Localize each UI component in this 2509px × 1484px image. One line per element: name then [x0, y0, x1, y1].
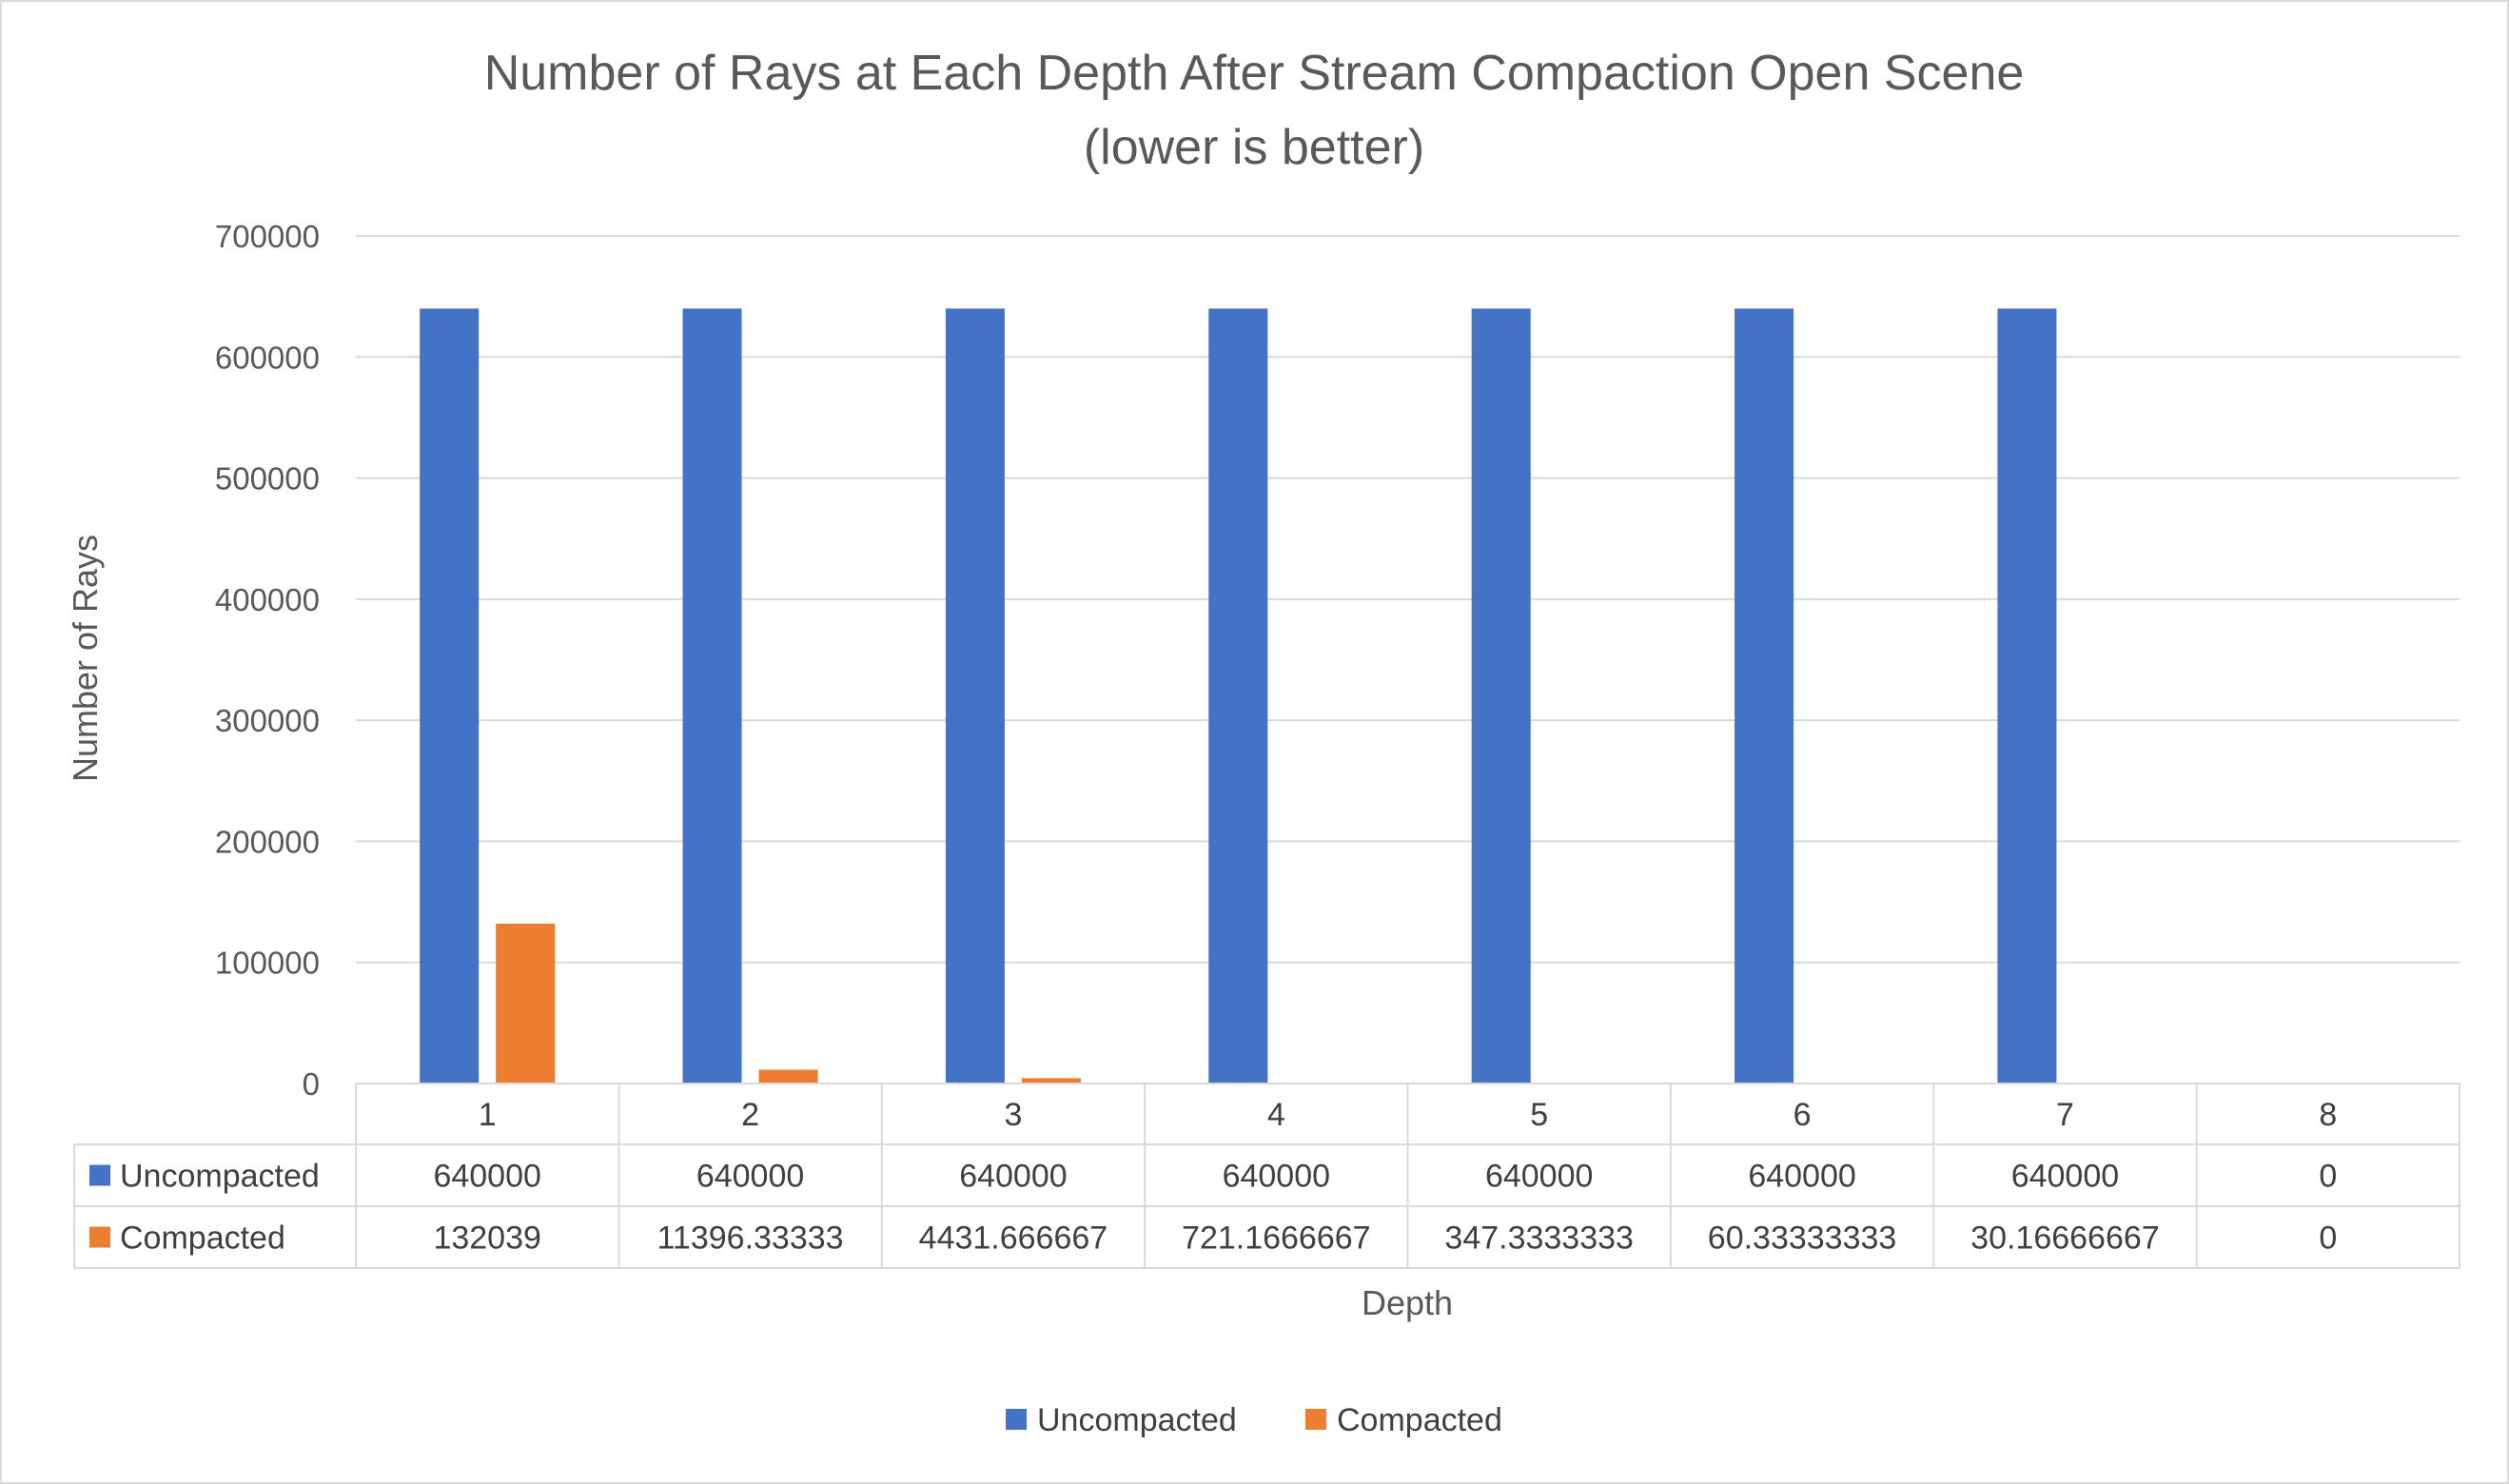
data-label: 132039 — [433, 1220, 540, 1257]
bars — [420, 308, 2133, 1084]
data-table: 1 2 3 4 5 6 7 8 Uncompacted 640000 640000 640000 640… — [73, 1083, 2460, 1269]
data-label: 640000 — [2011, 1159, 2119, 1195]
bar-compacted-2 — [758, 1069, 818, 1084]
y-axis-ticks: 0 100000 200000 300000 400000 500000 600000 700… — [215, 219, 320, 1102]
bar-uncompacted-3 — [945, 308, 1005, 1084]
data-label: 11396.33333 — [657, 1220, 844, 1257]
bar-uncompacted-6 — [1735, 308, 1794, 1084]
data-label: 0 — [2319, 1159, 2337, 1195]
legend-key-uncompacted — [1006, 1409, 1027, 1430]
bar-uncompacted-1 — [420, 308, 480, 1084]
table-legend-key-uncompacted — [89, 1164, 110, 1186]
y-tick-label: 400000 — [215, 582, 320, 617]
y-tick-label: 700000 — [215, 219, 320, 254]
bar-uncompacted-7 — [1997, 308, 2057, 1084]
x-category-label: 7 — [2056, 1097, 2074, 1133]
y-tick-label: 600000 — [215, 340, 320, 375]
x-category-label: 1 — [479, 1097, 497, 1133]
x-axis-title: Depth — [1362, 1283, 1453, 1322]
bar-uncompacted-5 — [1471, 308, 1531, 1084]
data-label: 640000 — [433, 1159, 540, 1195]
bar-compacted-3 — [1021, 1078, 1081, 1084]
data-label: 721.1666667 — [1182, 1220, 1371, 1257]
y-tick-label: 300000 — [215, 703, 320, 738]
y-tick-label: 500000 — [215, 461, 320, 497]
x-category-label: 8 — [2319, 1097, 2337, 1133]
table-series-label: Compacted — [120, 1220, 285, 1257]
x-category-label: 4 — [1267, 1097, 1285, 1133]
data-label: 0 — [2319, 1220, 2337, 1257]
chart-title-line2: (lower is better) — [1084, 120, 1424, 175]
x-category-label: 5 — [1530, 1097, 1548, 1133]
table-legend-key-compacted — [89, 1226, 110, 1248]
legend-label: Compacted — [1337, 1402, 1502, 1438]
bar-uncompacted-4 — [1208, 308, 1268, 1084]
data-label: 640000 — [1223, 1159, 1330, 1195]
y-tick-label: 100000 — [215, 946, 320, 981]
legend-key-compacted — [1305, 1409, 1326, 1430]
legend: Uncompacted Compacted — [1006, 1402, 1502, 1438]
table-series-label: Uncompacted — [120, 1159, 320, 1195]
legend-label: Uncompacted — [1037, 1402, 1237, 1438]
data-label: 30.16666667 — [1970, 1220, 2160, 1257]
data-label: 640000 — [696, 1159, 804, 1195]
x-category-label: 3 — [1004, 1097, 1022, 1133]
chart-title-line1: Number of Rays at Each Depth After Strea… — [484, 46, 2025, 101]
data-label: 347.3333333 — [1444, 1220, 1634, 1257]
bar-uncompacted-2 — [682, 308, 742, 1084]
data-label: 4431.666667 — [919, 1220, 1108, 1257]
y-tick-label: 200000 — [215, 824, 320, 859]
data-label: 60.33333333 — [1708, 1220, 1897, 1257]
data-label: 640000 — [1485, 1159, 1593, 1195]
x-category-label: 2 — [741, 1097, 759, 1133]
data-label: 640000 — [959, 1159, 1067, 1195]
x-category-label: 6 — [1794, 1097, 1812, 1133]
y-tick-label: 0 — [303, 1066, 320, 1102]
y-axis-title: Number of Rays — [66, 535, 105, 782]
data-label: 640000 — [1748, 1159, 1855, 1195]
bar-compacted-1 — [496, 923, 556, 1084]
